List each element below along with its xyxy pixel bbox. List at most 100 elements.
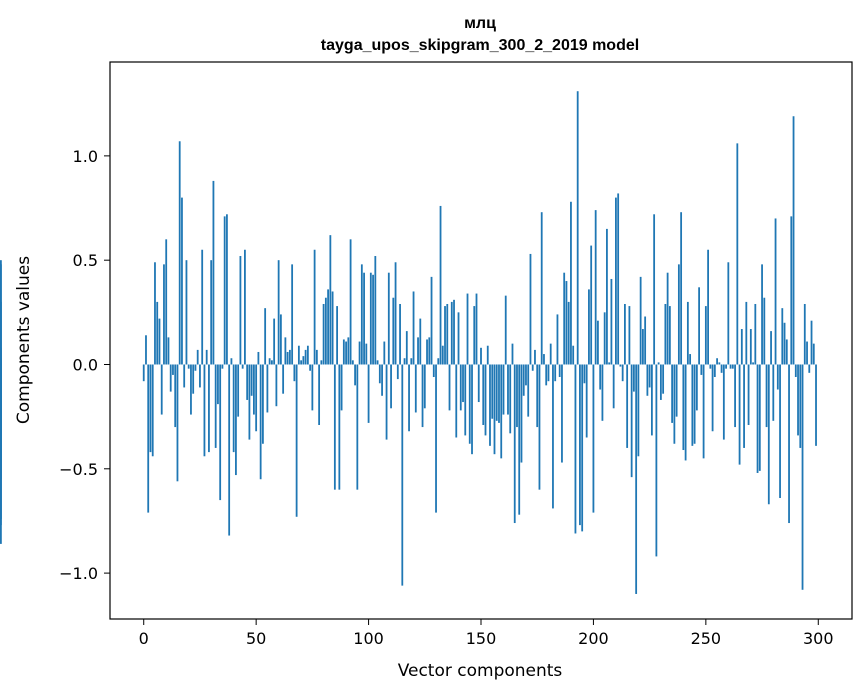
bar [457, 312, 460, 365]
bar [486, 345, 489, 365]
bar [428, 337, 431, 365]
bar [776, 364, 779, 390]
bar [363, 272, 365, 365]
bar [214, 364, 217, 448]
bar [441, 345, 444, 365]
bar [617, 193, 620, 365]
bar [729, 364, 732, 369]
bar [718, 362, 721, 365]
bar [147, 364, 150, 513]
bar [664, 303, 667, 365]
bar [232, 364, 235, 453]
bar [174, 364, 177, 428]
bar [403, 358, 406, 365]
bar [288, 349, 291, 365]
bar [235, 364, 237, 476]
bar [468, 364, 471, 444]
bar [385, 364, 388, 440]
bar [493, 364, 496, 455]
bar [376, 360, 379, 365]
bar [516, 364, 518, 428]
bar [264, 308, 267, 365]
bar [522, 364, 525, 396]
bar [736, 143, 739, 365]
bar [570, 201, 572, 365]
bar [313, 249, 316, 365]
bar [338, 364, 341, 490]
bar [630, 364, 633, 478]
bar [576, 91, 579, 365]
bar [367, 364, 370, 423]
bar [662, 364, 665, 394]
bar [648, 364, 651, 388]
bar [628, 306, 631, 365]
bar [228, 364, 231, 536]
bar [383, 341, 386, 365]
x-tick-label: 300 [803, 629, 834, 648]
bar [163, 264, 165, 365]
bar [509, 364, 512, 434]
bar [702, 364, 705, 459]
bar [716, 358, 718, 365]
bar [677, 264, 680, 365]
bar [203, 364, 206, 457]
bar [810, 320, 813, 365]
bar [401, 364, 404, 586]
x-tick-label: 150 [466, 629, 497, 648]
bar [309, 364, 312, 371]
bar [165, 239, 168, 365]
bar [331, 291, 334, 365]
bar [698, 287, 700, 365]
bar [495, 364, 498, 421]
plot-frame [109, 61, 853, 620]
bar [691, 364, 694, 446]
bar [650, 364, 653, 436]
bar [808, 364, 811, 373]
bar [412, 291, 415, 365]
bar [588, 289, 590, 365]
bar [435, 364, 437, 513]
bar [432, 364, 435, 378]
bar [320, 360, 323, 365]
bar [633, 364, 635, 392]
bar [423, 364, 426, 409]
bar [154, 262, 156, 365]
bar [145, 335, 147, 365]
x-tick-label: 100 [353, 629, 384, 648]
y-tick-label: −0.5 [59, 460, 98, 479]
bar [192, 364, 195, 394]
bar [156, 301, 159, 365]
bar [554, 364, 557, 382]
bar [477, 364, 480, 403]
bar [549, 343, 552, 365]
bar [511, 343, 514, 365]
bar [196, 349, 199, 365]
bar [574, 364, 577, 534]
bar [347, 337, 350, 365]
bar [797, 364, 799, 436]
bar [527, 364, 530, 417]
bar [498, 364, 500, 423]
bar [788, 364, 790, 524]
bar [167, 337, 170, 365]
bar [675, 364, 678, 417]
bar [230, 358, 233, 365]
bar [772, 364, 775, 421]
bar [430, 276, 433, 365]
bar [779, 364, 781, 498]
bar [500, 364, 503, 459]
bar [378, 364, 381, 384]
bar [738, 364, 741, 465]
bar [525, 364, 527, 386]
bar [563, 272, 566, 365]
bar [390, 364, 392, 409]
y-tick-label: −1.0 [59, 564, 98, 583]
y-axis-label: Components values [14, 256, 34, 424]
bar [615, 197, 617, 365]
bar [502, 364, 505, 415]
bar [437, 358, 440, 365]
x-tick-label: 250 [691, 629, 722, 648]
bar [336, 306, 338, 365]
bar [572, 345, 575, 365]
bar [513, 364, 516, 524]
